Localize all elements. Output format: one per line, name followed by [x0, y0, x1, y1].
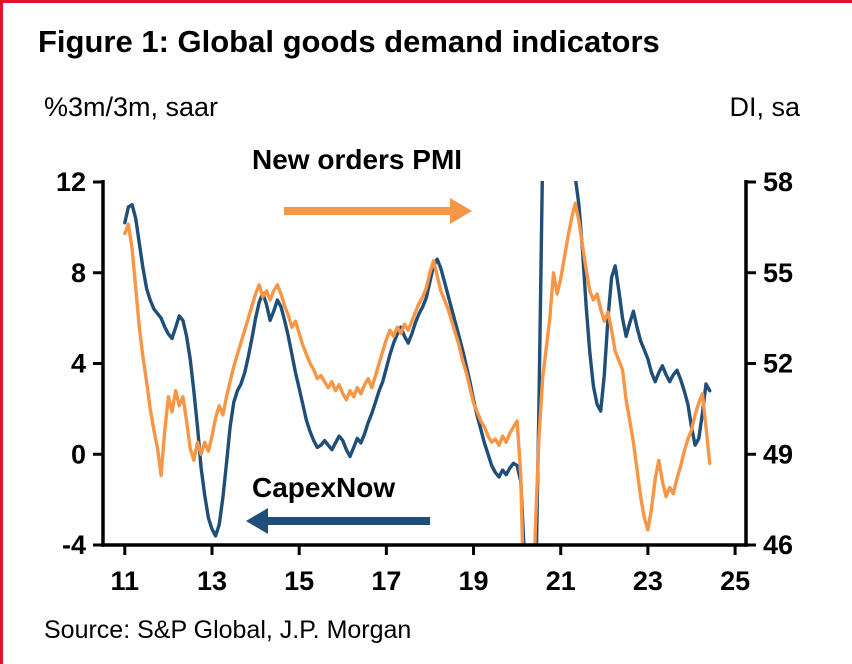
series-new-orders-pmi	[123, 201, 712, 546]
x-axis-tick-label: 13	[197, 566, 227, 596]
left-axis-tick-label: -4	[62, 530, 86, 560]
left-axis-tick-label: 0	[71, 439, 86, 469]
right-axis-tick-label: 46	[763, 530, 793, 560]
top-red-rule	[0, 0, 852, 3]
x-axis-tick-label: 17	[371, 566, 401, 596]
x-axis-tick-label: 25	[720, 566, 750, 596]
left-axis-unit-label: %3m/3m, saar	[44, 92, 219, 122]
right-axis-tick-label: 58	[763, 167, 793, 197]
x-axis-tick-label: 15	[284, 566, 314, 596]
series-capexnow	[123, 181, 712, 546]
left-arrow-shaft	[266, 517, 430, 525]
figure-title: Figure 1: Global goods demand indicators	[38, 24, 660, 59]
right-arrow-icon	[284, 198, 472, 224]
source-note: Source: S&P Global, J.P. Morgan	[44, 616, 412, 644]
x-axis-tick-label: 21	[546, 566, 576, 596]
right-arrow-shaft	[284, 207, 452, 215]
chart-canvas: -4 0 4 8 12 46 49 52 55 58 11 13 15 17 19 21 23 25	[56, 167, 793, 596]
left-red-rule	[0, 0, 3, 664]
left-axis-tick-label: 4	[71, 349, 86, 379]
right-arrow-head	[450, 198, 472, 224]
right-axis-tick-label: 55	[763, 258, 793, 288]
left-arrow-icon	[246, 508, 430, 534]
right-axis-tick-label: 52	[763, 349, 793, 379]
left-axis-tick-label: 12	[56, 167, 86, 197]
x-axis-tick-label: 23	[633, 566, 663, 596]
capexnow-annotation-label: CapexNow	[252, 472, 396, 503]
right-axis-unit-label: DI, sa	[729, 92, 800, 122]
left-axis-tick-label: 8	[71, 258, 86, 288]
left-arrow-head	[246, 508, 268, 534]
x-axis-tick-label: 11	[111, 566, 140, 596]
new-orders-pmi-annotation-label: New orders PMI	[252, 144, 463, 175]
x-axis-tick-label: 19	[459, 566, 489, 596]
right-axis-tick-label: 49	[763, 439, 793, 469]
